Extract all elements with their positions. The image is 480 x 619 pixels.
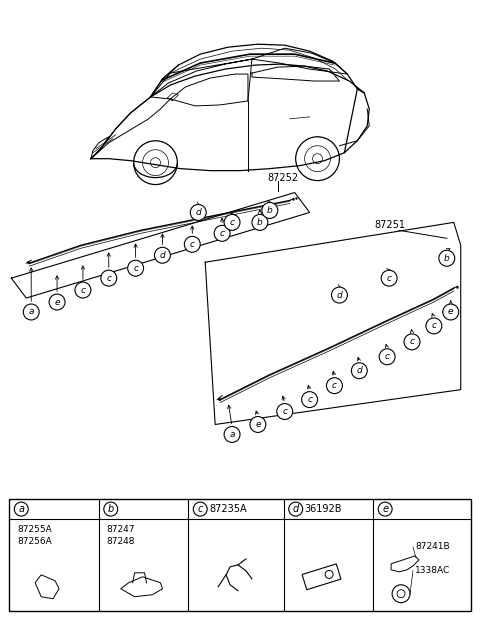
Circle shape xyxy=(224,426,240,443)
Circle shape xyxy=(326,378,342,394)
Circle shape xyxy=(23,304,39,320)
Circle shape xyxy=(439,250,455,266)
Text: a: a xyxy=(229,430,235,439)
Text: 1338AC: 1338AC xyxy=(415,566,450,575)
Text: 87256A: 87256A xyxy=(17,537,52,546)
Text: b: b xyxy=(108,504,114,514)
Text: c: c xyxy=(190,240,195,249)
Text: c: c xyxy=(332,381,337,390)
Text: e: e xyxy=(54,298,60,306)
Text: 87251: 87251 xyxy=(374,220,405,230)
Text: 87252: 87252 xyxy=(268,173,299,183)
Circle shape xyxy=(155,247,170,263)
Text: e: e xyxy=(448,308,454,316)
Circle shape xyxy=(277,404,293,420)
Text: c: c xyxy=(307,395,312,404)
Text: 87248: 87248 xyxy=(107,537,135,546)
Text: c: c xyxy=(432,321,436,331)
Text: a: a xyxy=(28,308,34,316)
Circle shape xyxy=(75,282,91,298)
Circle shape xyxy=(288,502,302,516)
Circle shape xyxy=(332,287,348,303)
Circle shape xyxy=(404,334,420,350)
Text: c: c xyxy=(133,264,138,273)
Circle shape xyxy=(104,502,118,516)
Circle shape xyxy=(49,294,65,310)
Circle shape xyxy=(128,260,144,276)
Circle shape xyxy=(101,270,117,286)
Text: b: b xyxy=(444,254,450,262)
Text: d: d xyxy=(336,290,342,300)
Circle shape xyxy=(378,502,392,516)
Circle shape xyxy=(214,225,230,241)
Text: 36192B: 36192B xyxy=(305,504,342,514)
Text: c: c xyxy=(220,229,225,238)
Text: d: d xyxy=(357,366,362,375)
Text: d: d xyxy=(292,504,299,514)
Text: c: c xyxy=(384,352,390,361)
Circle shape xyxy=(301,392,318,407)
Circle shape xyxy=(252,214,268,230)
Circle shape xyxy=(14,502,28,516)
Text: b: b xyxy=(257,218,263,227)
Text: 87241B: 87241B xyxy=(415,542,450,552)
Text: c: c xyxy=(81,285,85,295)
Text: c: c xyxy=(282,407,287,416)
Text: c: c xyxy=(229,218,235,227)
Circle shape xyxy=(190,204,206,220)
Circle shape xyxy=(351,363,367,379)
Circle shape xyxy=(250,417,266,433)
Text: 87247: 87247 xyxy=(107,525,135,534)
Text: b: b xyxy=(267,206,273,215)
Text: e: e xyxy=(382,504,388,514)
Text: d: d xyxy=(159,251,165,260)
Text: e: e xyxy=(255,420,261,429)
Circle shape xyxy=(381,270,397,286)
Text: c: c xyxy=(106,274,111,283)
Circle shape xyxy=(443,304,459,320)
Circle shape xyxy=(193,502,207,516)
Text: c: c xyxy=(198,504,203,514)
Text: 87255A: 87255A xyxy=(17,525,52,534)
Circle shape xyxy=(262,202,278,219)
Circle shape xyxy=(379,349,395,365)
Text: c: c xyxy=(386,274,392,283)
Circle shape xyxy=(224,214,240,230)
Text: 87235A: 87235A xyxy=(209,504,247,514)
Circle shape xyxy=(426,318,442,334)
Text: c: c xyxy=(409,337,415,347)
Text: a: a xyxy=(18,504,24,514)
Text: d: d xyxy=(195,208,201,217)
Circle shape xyxy=(184,236,200,253)
